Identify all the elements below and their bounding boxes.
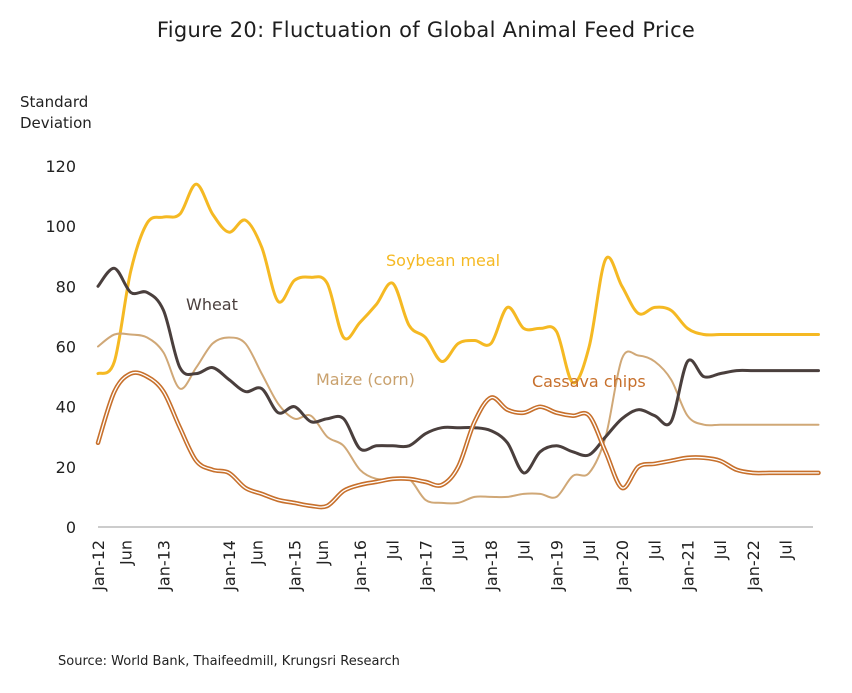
- annotation-maize-corn: Maize (corn): [316, 370, 415, 389]
- x-tick-label: Jan-13: [154, 540, 173, 592]
- x-tick-label: Jan-12: [89, 540, 108, 592]
- x-tick-label: Jul: [449, 540, 468, 560]
- x-tick-label: Jun: [116, 540, 135, 566]
- series-layer: [95, 182, 821, 510]
- source-note: Source: World Bank, Thaifeedmill, Krungs…: [58, 654, 400, 669]
- series-line-cassava-chips-core: [97, 371, 820, 508]
- y-axis-label-line-2: Deviation: [20, 114, 92, 132]
- x-tick-label: Jul: [580, 540, 599, 560]
- chart-title: Figure 20: Fluctuation of Global Animal …: [156, 18, 696, 42]
- x-tick-label: Jan-18: [482, 540, 501, 592]
- x-tick-label: Jan-17: [416, 540, 435, 592]
- y-tick-label: 80: [56, 277, 76, 296]
- y-tick-label: 0: [66, 518, 76, 537]
- x-tick-label: Jul: [777, 540, 796, 560]
- x-axis-ticks: Jan-12 Jun Jan-13 Jan-14 Jun Jan-15 Jun Jan-16 J…: [89, 540, 796, 592]
- series-line-wheat: [96, 266, 820, 475]
- x-tick-label: Jul: [646, 540, 665, 560]
- x-tick-label: Jul: [711, 540, 730, 560]
- x-tick-label: Jan-15: [285, 540, 304, 592]
- x-tick-label: Jun: [247, 540, 266, 566]
- x-tick-label: Jan-16: [351, 540, 370, 592]
- x-tick-label: Jan-14: [220, 540, 239, 592]
- series-line-maize-corn: [97, 332, 820, 505]
- x-tick-label: Jan-22: [744, 540, 763, 592]
- x-tick-label: Jul: [515, 540, 534, 560]
- annotation-soybean-meal: Soybean meal: [386, 251, 500, 270]
- x-tick-label: Jul: [384, 540, 403, 560]
- series-line-soybean-meal: [96, 182, 820, 385]
- y-axis-label: Standard Deviation: [20, 92, 92, 134]
- x-tick-label: Jun: [313, 540, 332, 566]
- series-line-cassava-chips: [95, 370, 821, 510]
- x-tick-label: Jan-20: [613, 540, 632, 592]
- y-tick-label: 60: [56, 338, 76, 357]
- y-tick-label: 100: [45, 217, 76, 236]
- x-tick-label: Jan-21: [678, 540, 697, 592]
- annotation-wheat: Wheat: [186, 295, 238, 314]
- y-tick-label: 40: [56, 398, 76, 417]
- y-axis-ticks: 0 20 40 60 80 100 120: [45, 157, 76, 537]
- y-tick-label: 120: [45, 157, 76, 176]
- y-tick-label: 20: [56, 458, 76, 477]
- annotation-layer: Soybean meal Wheat Maize (corn) Cassava chi…: [186, 251, 646, 391]
- y-axis-label-line-1: Standard: [20, 93, 89, 111]
- annotation-cassava-chips: Cassava chips: [532, 372, 646, 391]
- x-tick-label: Jan-19: [547, 540, 566, 592]
